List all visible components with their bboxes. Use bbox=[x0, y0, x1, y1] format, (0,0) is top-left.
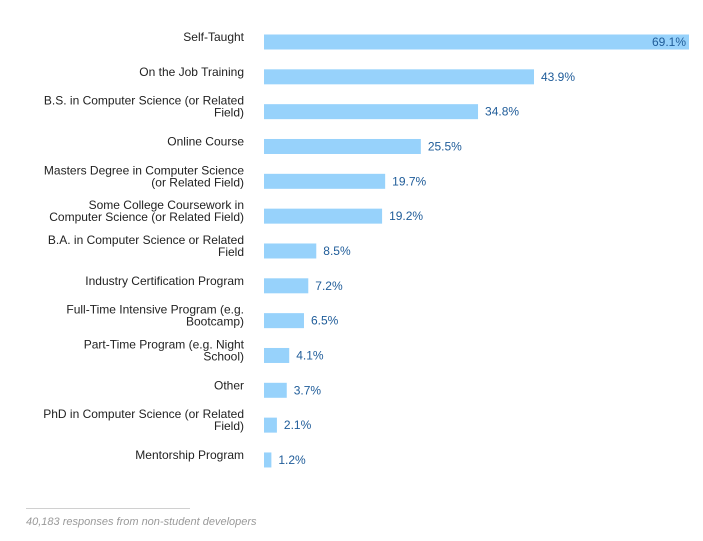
category-label: Online Course bbox=[167, 134, 244, 148]
category-label: On the Job Training bbox=[139, 65, 244, 79]
category-label: B.S. in Computer Science (or Related Fiel… bbox=[44, 94, 244, 120]
value-label: 2.1% bbox=[284, 418, 312, 432]
value-label: 69.1% bbox=[652, 35, 686, 49]
value-label: 4.1% bbox=[296, 348, 324, 362]
bar bbox=[264, 313, 304, 329]
footer-note: 40,183 responses from non-student develo… bbox=[26, 516, 257, 528]
bar bbox=[264, 208, 383, 224]
category-label: PhD in Computer Science (or Related Field… bbox=[43, 407, 244, 433]
bar bbox=[264, 104, 479, 120]
category-label: Industry Certification Program bbox=[85, 274, 244, 288]
value-label: 34.8% bbox=[485, 105, 519, 119]
category-label: Other bbox=[214, 378, 244, 392]
bar bbox=[264, 243, 317, 259]
category-label: B.A. in Computer Science or Related Field bbox=[48, 233, 244, 259]
bar bbox=[264, 138, 421, 154]
bar bbox=[264, 278, 309, 294]
bar bbox=[264, 382, 287, 398]
value-label: 19.2% bbox=[389, 209, 423, 223]
bar bbox=[264, 34, 689, 50]
footer-divider bbox=[26, 508, 190, 509]
value-label: 25.5% bbox=[428, 139, 462, 153]
value-label: 7.2% bbox=[315, 279, 343, 293]
value-label: 19.7% bbox=[392, 174, 426, 188]
category-label: Masters Degree in Computer Science (or Re… bbox=[44, 163, 244, 189]
bar bbox=[264, 417, 277, 433]
bar bbox=[264, 173, 386, 189]
bar-chart: 69.1% Self-Taught 43.9% On the Job Training… bbox=[43, 30, 689, 468]
bar bbox=[264, 452, 272, 468]
value-label: 8.5% bbox=[323, 244, 351, 258]
category-label: Some College Coursework in Computer Scien… bbox=[49, 198, 244, 224]
bar bbox=[264, 347, 290, 363]
category-label: Full-Time Intensive Program (e.g. Bootcam… bbox=[66, 303, 244, 329]
value-label: 3.7% bbox=[294, 383, 322, 397]
category-label: Part-Time Program (e.g. Night School) bbox=[84, 337, 245, 363]
value-label: 6.5% bbox=[311, 314, 339, 328]
category-label: Mentorship Program bbox=[135, 448, 244, 462]
category-label: Self-Taught bbox=[183, 30, 244, 44]
value-label: 43.9% bbox=[541, 70, 575, 84]
bar bbox=[264, 69, 535, 85]
value-label: 1.2% bbox=[278, 453, 306, 467]
